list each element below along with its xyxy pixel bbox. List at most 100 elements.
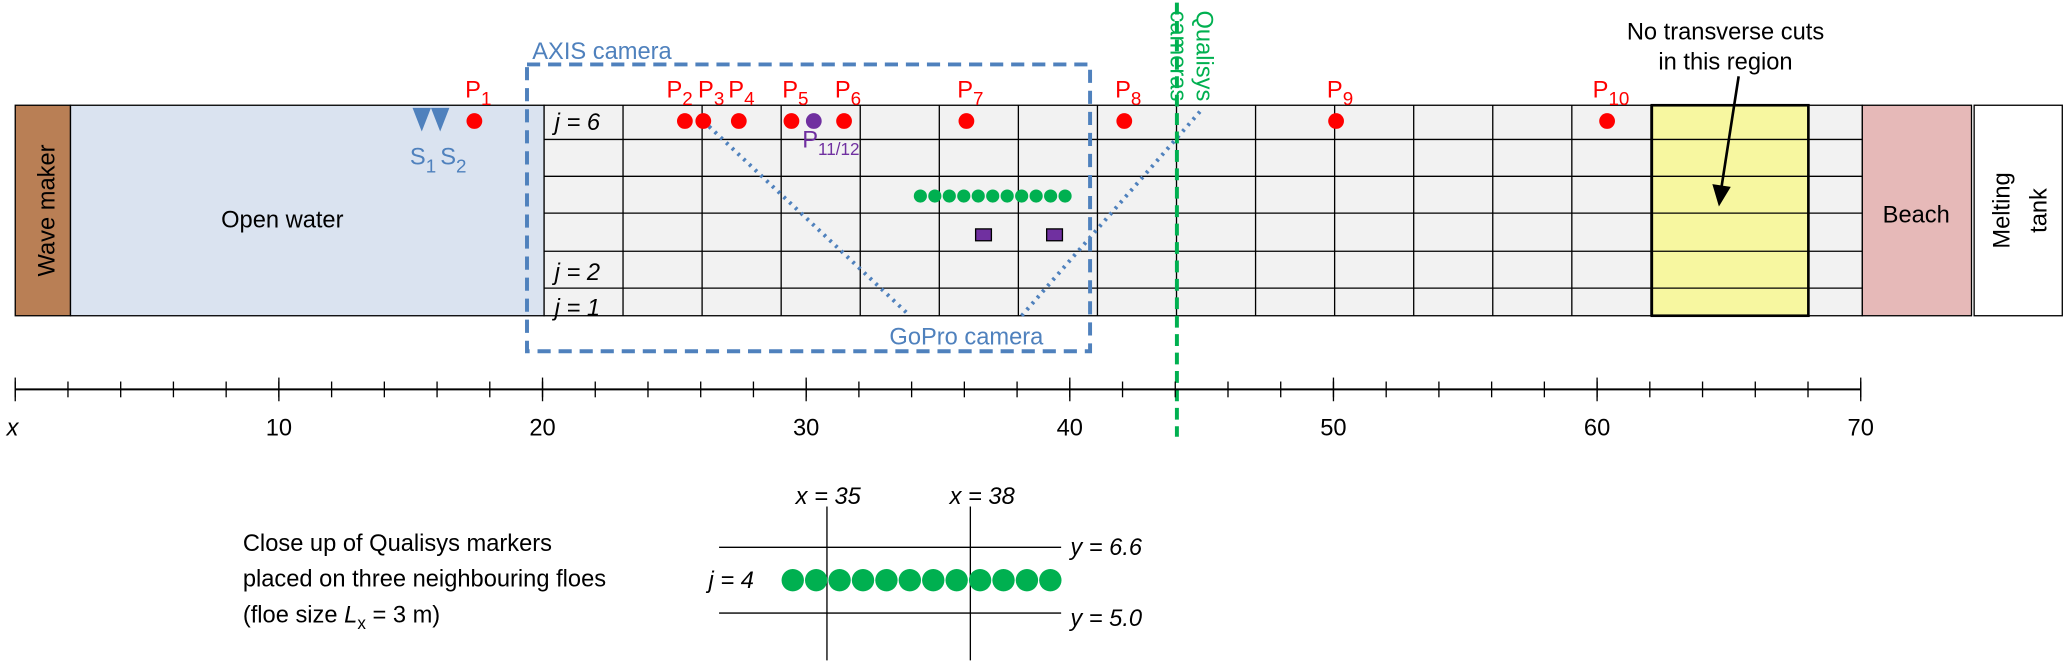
- closeup-marker: [828, 568, 851, 592]
- probe-label: P9: [1327, 77, 1353, 109]
- caption-sub: x: [357, 614, 366, 633]
- tick-label: 10: [266, 415, 292, 441]
- closeup-marker: [804, 568, 828, 592]
- note: No transverse cuts: [1627, 19, 1824, 45]
- probe-label-sub: 6: [851, 88, 861, 109]
- probe-label-main: P: [957, 77, 973, 103]
- marker: [957, 189, 971, 203]
- closeup-marker: [851, 568, 875, 592]
- sensor: [412, 107, 431, 132]
- no-cut-region: [1650, 103, 1810, 318]
- caption-part: (floe size: [243, 602, 344, 628]
- probe-label-main: P: [666, 77, 682, 103]
- sensor: [430, 107, 450, 132]
- open-water-label: Open water: [221, 208, 343, 234]
- wave-maker: [14, 104, 72, 317]
- marker: [1058, 189, 1072, 203]
- closeup-marker: [1015, 568, 1039, 592]
- melting-tank: [1973, 104, 2063, 317]
- probe-purple-label: P11/12: [802, 127, 859, 159]
- probe-label-main: P: [465, 77, 481, 103]
- probe-label: P2: [666, 77, 692, 109]
- probe-label: P4: [728, 77, 754, 109]
- closeup-x-label: x = 38: [949, 484, 1016, 510]
- probe: [730, 113, 747, 129]
- melting-tank-label: tank: [2026, 188, 2052, 233]
- probe: [836, 113, 852, 129]
- gopro-view: [701, 106, 1205, 318]
- melting-tank-label: Melting: [1990, 172, 2016, 248]
- tick-label: 60: [1584, 415, 1610, 441]
- closeup-row-label: j = 4: [706, 568, 754, 594]
- probe-purple-label-main: P: [802, 127, 818, 153]
- probe: [958, 113, 975, 129]
- probe-label-sub: 1: [481, 88, 491, 109]
- probe-label: P6: [835, 77, 861, 109]
- marker: [971, 189, 985, 203]
- qualisys-label: Qualisys: [1191, 11, 1217, 102]
- probe: [466, 113, 483, 129]
- gopro-label: GoPro camera: [889, 325, 1044, 351]
- tick-label: 70: [1848, 415, 1874, 441]
- probe: [1599, 113, 1615, 129]
- floe-marker: [974, 228, 993, 242]
- closeup-marker: [922, 568, 945, 592]
- open-water: [69, 104, 545, 317]
- probe: [783, 113, 800, 129]
- marker: [1044, 189, 1058, 203]
- probe-label: P3: [698, 77, 724, 109]
- probe-label-sub: 7: [973, 88, 983, 109]
- closeup-y-label: y = 6.6: [1068, 535, 1143, 561]
- tick-label: 30: [793, 415, 819, 441]
- probe-label-sub: 8: [1131, 88, 1141, 109]
- probe: [1116, 113, 1133, 129]
- probe-label-sub: 2: [682, 88, 692, 109]
- sensor-label: S2: [440, 144, 466, 176]
- qualisys-label: cameras: [1164, 11, 1190, 102]
- probe: [1328, 113, 1344, 129]
- probe-purple-label-sub: 11/12: [818, 140, 860, 159]
- sensor-label-sub: 1: [426, 155, 436, 176]
- probe-label-main: P: [728, 77, 744, 103]
- probe-label-sub: 4: [744, 88, 754, 109]
- closeup-marker: [1039, 568, 1062, 592]
- probe-label: P5: [782, 77, 808, 109]
- closeup-x-label: x = 35: [795, 484, 862, 510]
- closeup-marker: [781, 568, 804, 592]
- probe-label-main: P: [835, 77, 851, 103]
- floe-marker: [1045, 228, 1064, 242]
- row-label: j = 6: [552, 110, 601, 136]
- marker: [928, 189, 942, 203]
- marker: [986, 189, 1000, 203]
- probe-label-sub: 3: [714, 88, 724, 109]
- closeup-marker: [875, 568, 898, 592]
- caption-part: = 3 m): [366, 602, 440, 628]
- probe: [676, 113, 693, 129]
- tick-label: 40: [1057, 415, 1083, 441]
- marker: [913, 189, 927, 203]
- axis-label: x: [6, 415, 20, 441]
- marker: [1029, 189, 1043, 203]
- probe-label-main: P: [1115, 77, 1131, 103]
- closeup-marker: [968, 568, 992, 592]
- axis-camera-label: AXIS camera: [532, 39, 672, 65]
- closeup-marker: [945, 568, 968, 592]
- marker: [1000, 189, 1014, 203]
- marker: [1015, 189, 1029, 203]
- probe-label-main: P: [698, 77, 714, 103]
- note-arrow: [1720, 76, 1740, 188]
- probe-label-main: P: [1593, 77, 1609, 103]
- probe-purple: [805, 113, 822, 129]
- axis-camera-box: [525, 62, 1093, 354]
- probe-label: P8: [1115, 77, 1141, 109]
- probe-label-sub: 10: [1608, 88, 1629, 109]
- sensor-label-sub: 2: [456, 155, 466, 176]
- sensor-label-main: S: [410, 144, 426, 170]
- caption: (floe size Lx = 3 m): [243, 602, 440, 633]
- probe-label: P7: [957, 77, 983, 109]
- closeup-marker: [992, 568, 1015, 592]
- probe-label-sub: 9: [1343, 88, 1353, 109]
- ice-region: [543, 104, 1863, 317]
- note-arrowhead: [1712, 184, 1731, 207]
- note: in this region: [1658, 50, 1792, 76]
